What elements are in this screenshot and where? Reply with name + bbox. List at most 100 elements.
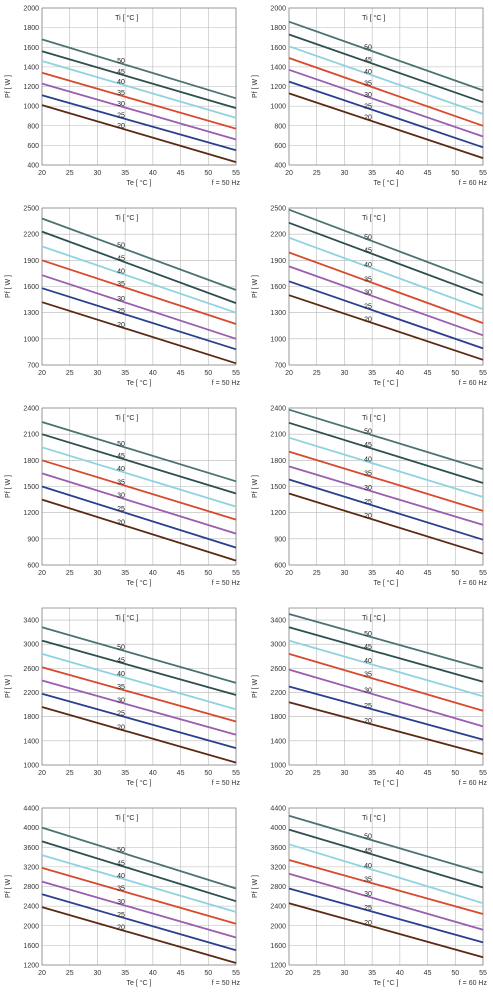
chart-panel-6: 600 900 1200 1500 1800 2100 2400 20 25 30 35 40 45 50… (247, 400, 493, 600)
x-axis-label: Te [ °C ] (127, 579, 152, 587)
series-line-35 (41, 867, 237, 925)
series-line-25 (288, 887, 484, 944)
y-tick-label: 1900 (23, 258, 39, 265)
series-label-40: 40 (117, 79, 125, 86)
y-tick-label: 1200 (23, 963, 39, 970)
series-label-25: 25 (364, 905, 372, 912)
y-tick-label: 2400 (270, 904, 286, 911)
series-line-40 (288, 843, 484, 905)
x-tick-label: 50 (204, 970, 212, 977)
y-tick-label: 400 (274, 163, 286, 170)
y-tick-label: 1000 (270, 104, 286, 111)
series-line-35 (288, 57, 484, 127)
y-axis-label: Pf [ W ] (252, 275, 259, 298)
series-line-20 (288, 902, 484, 959)
y-tick-label: 4400 (270, 806, 286, 813)
series-label-50: 50 (364, 235, 372, 242)
series-line-35 (41, 71, 237, 130)
series-line-25 (41, 692, 237, 749)
series-line-50 (288, 408, 484, 470)
y-axis-label: Pf [ W ] (5, 675, 12, 698)
chart-panel-4: 700 1000 1300 1600 1900 2200 2500 20 25 30 35 40 45 5… (247, 200, 493, 400)
x-tick-label: 45 (177, 170, 185, 177)
series-label-35: 35 (117, 281, 125, 288)
x-tick-label: 35 (368, 770, 376, 777)
series-label-35: 35 (364, 276, 372, 283)
x-tick-label: 30 (94, 570, 102, 577)
series-line-20 (41, 104, 237, 163)
series-line-30 (288, 68, 484, 138)
series-label-20: 20 (117, 123, 125, 130)
legend-title: Ti [ °C ] (362, 614, 385, 622)
series-label-50: 50 (117, 645, 125, 652)
series-line-35 (41, 459, 237, 521)
y-axis-label: Pf [ W ] (5, 875, 12, 898)
x-tick-label: 30 (341, 570, 349, 577)
x-tick-label: 20 (285, 170, 293, 177)
x-tick-label: 40 (396, 770, 404, 777)
x-tick-label: 45 (177, 370, 185, 377)
series-label-40: 40 (117, 268, 125, 275)
legend-title: Ti [ °C ] (115, 814, 138, 822)
chart-svg: 1000 1400 1800 2200 2600 3000 3400 20 25 30 35 40 45… (5, 607, 241, 787)
chart-svg: 1200 1600 2000 2400 2800 3200 3600 4000 4400 20 25… (252, 806, 487, 988)
x-tick-label: 55 (479, 970, 487, 977)
x-axis-label: Te [ °C ] (374, 179, 399, 187)
frequency-label: f = 50 Hz (212, 780, 241, 787)
legend-title: Ti [ °C ] (115, 614, 138, 622)
series-line-45 (41, 230, 237, 304)
y-tick-label: 2600 (23, 666, 39, 673)
series-line-50 (41, 217, 237, 291)
y-tick-label: 3600 (270, 845, 286, 852)
series-label-25: 25 (117, 308, 125, 315)
x-tick-label: 40 (396, 570, 404, 577)
series-label-20: 20 (364, 316, 372, 323)
series-label-35: 35 (117, 90, 125, 97)
series-label-50: 50 (117, 243, 125, 250)
x-axis-label: Te [ °C ] (127, 179, 152, 187)
x-tick-label: 50 (451, 770, 459, 777)
series-label-30: 30 (364, 92, 372, 99)
y-tick-label: 2000 (23, 6, 39, 13)
frequency-label: f = 60 Hz (459, 380, 488, 387)
chart-panel-1: 400 600 800 1000 1200 1400 1600 1800 2000 20 25 30 3… (0, 0, 246, 200)
y-tick-label: 1200 (270, 84, 286, 91)
x-tick-label: 35 (121, 370, 129, 377)
y-tick-label: 1500 (270, 484, 286, 491)
series-label-35: 35 (117, 479, 125, 486)
series-label-50: 50 (364, 45, 372, 52)
y-axis-label: Pf [ W ] (252, 475, 259, 498)
series-line-40 (288, 236, 484, 311)
y-tick-label: 1600 (23, 45, 39, 52)
x-tick-label: 20 (285, 370, 293, 377)
y-tick-label: 3400 (23, 618, 39, 625)
series-label-20: 20 (364, 115, 372, 122)
x-tick-label: 40 (396, 170, 404, 177)
x-tick-label: 55 (232, 770, 240, 777)
series-label-45: 45 (117, 69, 125, 76)
frequency-label: f = 50 Hz (212, 380, 241, 387)
frequency-label: f = 50 Hz (212, 580, 241, 587)
x-tick-label: 35 (121, 570, 129, 577)
series-line-45 (288, 221, 484, 297)
y-tick-label: 1600 (270, 45, 286, 52)
y-tick-label: 1800 (23, 458, 39, 465)
x-tick-label: 35 (368, 170, 376, 177)
x-axis-label: Te [ °C ] (374, 579, 399, 587)
series-line-40 (41, 245, 237, 314)
x-tick-label: 45 (177, 570, 185, 577)
legend-title: Ti [ °C ] (362, 14, 385, 22)
series-label-45: 45 (117, 657, 125, 664)
y-tick-label: 800 (274, 123, 286, 130)
y-tick-label: 2200 (270, 232, 286, 239)
y-tick-label: 1000 (23, 104, 39, 111)
series-line-30 (41, 880, 237, 939)
x-tick-label: 20 (285, 970, 293, 977)
series-line-20 (288, 294, 484, 361)
y-tick-label: 700 (274, 363, 286, 370)
frequency-label: f = 50 Hz (212, 980, 241, 987)
chart-panel-10: 1200 1600 2000 2400 2800 3200 3600 4000 4400 20 25… (247, 800, 493, 1000)
x-tick-label: 25 (66, 170, 74, 177)
series-line-25 (288, 478, 484, 541)
legend-title: Ti [ °C ] (362, 214, 385, 222)
